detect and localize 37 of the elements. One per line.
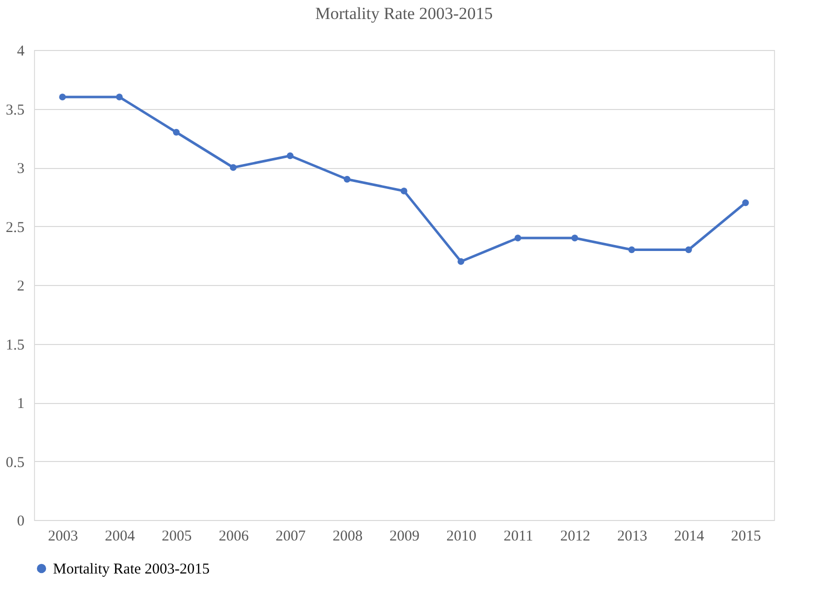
point [458, 258, 464, 265]
y-tick-label: 3 [17, 161, 24, 177]
point [685, 246, 692, 254]
x-tick-label: 2005 [162, 528, 192, 544]
point [230, 164, 237, 171]
y-tick-label: 1 [17, 396, 24, 412]
point [742, 199, 749, 206]
point [400, 188, 408, 194]
chart-title: Mortality Rate 2003-2015 [315, 4, 493, 23]
x-tick-label: 2004 [104, 528, 136, 544]
x-tick-label: 2008 [332, 528, 363, 544]
x-tick-label: 2014 [674, 528, 705, 544]
x-tick-label: 2006 [218, 528, 250, 544]
point [628, 246, 636, 254]
point [514, 234, 522, 242]
y-tick-label: 0 [17, 514, 24, 530]
y-tick-label: 1.5 [6, 337, 24, 354]
x-tick-label: 2012 [560, 528, 590, 544]
y-tick-label: 2 [17, 278, 24, 294]
x-tick-label: 2015 [731, 528, 762, 544]
point [172, 128, 180, 136]
x-tick-label: 2013 [617, 528, 648, 544]
x-tick-label: 2011 [504, 528, 534, 544]
y-tick-label: 2.5 [6, 220, 24, 236]
y-tick-label: 4 [17, 44, 25, 60]
point [116, 94, 123, 100]
legend-label: Mortality Rate 2003-2015 [53, 562, 210, 578]
y-tick-label: 3.5 [6, 102, 24, 118]
point [344, 176, 350, 183]
x-tick-label: 2010 [446, 528, 476, 544]
point [571, 234, 578, 242]
x-tick-label: 2009 [390, 528, 420, 544]
x-tick-label: 2007 [276, 528, 306, 544]
x-tick-label: 2003 [48, 528, 78, 544]
point [286, 152, 294, 160]
y-tick-label: 0.5 [6, 454, 24, 471]
point [59, 94, 66, 100]
